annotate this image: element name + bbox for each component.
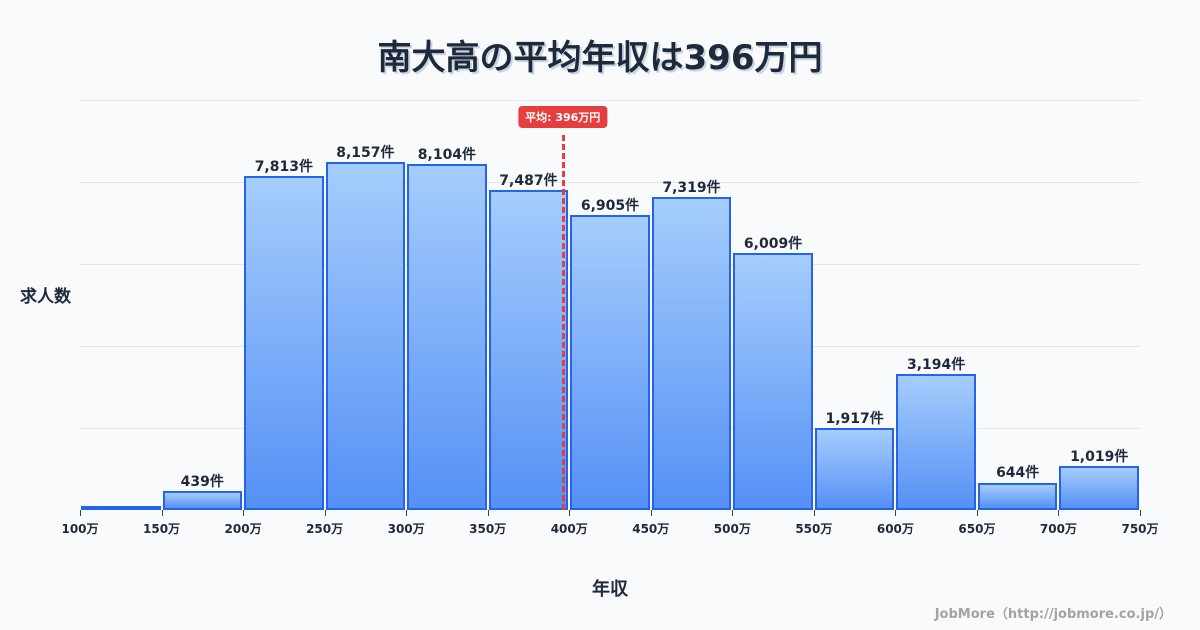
bar-value-label: 7,319件 (662, 180, 721, 197)
x-tick (895, 510, 897, 516)
x-tick-label: 450万 (632, 522, 670, 536)
chart-title: 南大高の平均年収は396万円 (377, 38, 823, 78)
x-tick-label: 650万 (958, 522, 996, 536)
bar-value-label: 8,157件 (336, 144, 395, 161)
histogram-bar (244, 176, 324, 510)
x-tick-label: 400万 (550, 522, 588, 536)
histogram-plot: 平均: 396万円 439件 7,813件 8,157件 8,104件 7,487件 6,… (61, 100, 1159, 536)
x-tick-label: 750万 (1121, 522, 1159, 536)
x-tick-label: 600万 (876, 522, 914, 536)
x-tick-label: 100万 (61, 522, 99, 536)
bar-value-label: 7,487件 (499, 173, 558, 190)
x-tick-label: 300万 (387, 522, 425, 536)
histogram-bar (81, 506, 161, 510)
gridline (80, 182, 1140, 183)
gridline (80, 100, 1140, 101)
histogram-bar (733, 253, 813, 510)
x-axis-label: 年収 (592, 579, 628, 600)
x-tick (161, 510, 163, 516)
histogram-bar (325, 161, 406, 510)
average-line (561, 135, 565, 510)
bar-value-label: 439件 (180, 474, 224, 491)
footer-credit: JobMore（http://jobmore.co.jp/） (934, 607, 1172, 622)
x-tick-label: 250万 (306, 522, 344, 536)
x-tick (487, 510, 489, 516)
average-badge: 平均: 396万円 (518, 106, 608, 128)
x-tick-label: 350万 (469, 522, 507, 536)
x-tick (1140, 510, 1141, 516)
histogram-bar (570, 215, 650, 510)
x-tick (976, 510, 978, 516)
x-tick (732, 510, 734, 516)
histogram-bar (162, 491, 243, 510)
x-tick-label: 550万 (795, 522, 833, 536)
histogram-bar (651, 197, 732, 510)
x-tick (569, 510, 571, 516)
x-tick (813, 510, 815, 516)
x-tick (324, 510, 326, 516)
histogram-bar (896, 373, 976, 510)
bar-value-label: 7,813件 (254, 159, 313, 176)
y-axis-label: 求人数 (20, 287, 71, 307)
bar-value-label: 3,194件 (906, 356, 966, 373)
x-tick-label: 700万 (1039, 522, 1077, 536)
histogram-bar (407, 163, 487, 510)
histogram-bar (977, 482, 1058, 510)
bar-value-label: 644件 (996, 465, 1040, 482)
x-tick (650, 510, 652, 516)
bar-value-label: 6,905件 (580, 198, 640, 215)
bar-value-label: 1,019件 (1070, 449, 1129, 466)
histogram-bar (1059, 466, 1139, 510)
bar-value-label: 8,104件 (417, 146, 477, 163)
bar-value-label: 1,917件 (825, 411, 884, 428)
x-tick (406, 510, 408, 516)
x-tick (1058, 510, 1060, 516)
x-tick (243, 510, 245, 516)
x-tick-label: 200万 (224, 522, 262, 536)
x-tick-label: 500万 (713, 522, 751, 536)
x-tick (80, 510, 81, 516)
x-tick-label: 150万 (143, 522, 181, 536)
histogram-bar (814, 428, 895, 510)
histogram-bar (488, 190, 569, 510)
bar-value-label: 6,009件 (743, 236, 803, 253)
